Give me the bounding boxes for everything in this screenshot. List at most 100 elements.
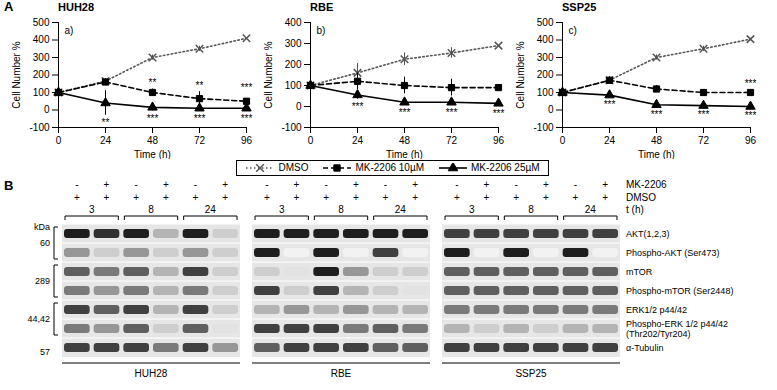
svg-text:**: ** xyxy=(149,77,157,88)
svg-text:200: 200 xyxy=(537,69,554,80)
svg-text:c): c) xyxy=(569,25,577,36)
svg-text:300: 300 xyxy=(33,52,50,63)
svg-text:a): a) xyxy=(65,25,74,36)
svg-text:60: 60 xyxy=(40,238,50,248)
svg-text:Cell Number %: Cell Number % xyxy=(263,41,274,108)
svg-text:+: + xyxy=(74,192,80,203)
svg-text:***: *** xyxy=(352,101,364,112)
svg-text:+: + xyxy=(163,192,169,203)
svg-text:+: + xyxy=(193,192,199,203)
svg-text:+: + xyxy=(353,179,359,190)
svg-text:100: 100 xyxy=(33,87,50,98)
svg-text:DMSO: DMSO xyxy=(626,192,656,203)
svg-text:ERK1/2 p44/42: ERK1/2 p44/42 xyxy=(626,305,687,315)
svg-text:+: + xyxy=(222,179,228,190)
svg-text:24: 24 xyxy=(585,204,597,215)
svg-text:300: 300 xyxy=(285,38,302,49)
svg-text:96: 96 xyxy=(493,135,505,146)
svg-text:72: 72 xyxy=(698,135,710,146)
svg-text:+: + xyxy=(163,179,169,190)
svg-text:200: 200 xyxy=(33,69,50,80)
svg-text:-: - xyxy=(514,179,517,190)
svg-text:***: *** xyxy=(493,108,505,119)
svg-text:-: - xyxy=(265,179,268,190)
svg-text:***: *** xyxy=(194,113,206,124)
svg-text:***: *** xyxy=(241,113,253,124)
svg-text:-: - xyxy=(324,179,327,190)
svg-text:+: + xyxy=(543,192,549,203)
svg-text:+: + xyxy=(573,192,579,203)
svg-text:-: - xyxy=(455,179,458,190)
svg-text:+: + xyxy=(323,192,329,203)
svg-text:8: 8 xyxy=(338,204,344,215)
svg-text:0: 0 xyxy=(548,104,554,115)
svg-text:t (h): t (h) xyxy=(626,204,644,215)
svg-text:***: *** xyxy=(446,107,458,118)
svg-text:Cell Number %: Cell Number % xyxy=(515,41,526,108)
svg-text:+: + xyxy=(294,179,300,190)
svg-text:3: 3 xyxy=(279,204,285,215)
svg-text:-100: -100 xyxy=(29,122,49,133)
svg-text:0: 0 xyxy=(56,135,62,146)
svg-text:kDa: kDa xyxy=(34,222,50,232)
svg-text:72: 72 xyxy=(194,135,206,146)
svg-text:8: 8 xyxy=(528,204,534,215)
svg-text:-: - xyxy=(574,179,577,190)
svg-text:+: + xyxy=(412,179,418,190)
svg-text:B: B xyxy=(4,178,13,193)
svg-text:***: *** xyxy=(745,110,757,121)
svg-text:α-Tubulin: α-Tubulin xyxy=(626,343,663,353)
svg-text:Phospho-mTOR (Ser2448): Phospho-mTOR (Ser2448) xyxy=(626,286,733,296)
svg-text:+: + xyxy=(602,192,608,203)
svg-text:48: 48 xyxy=(147,135,159,146)
svg-text:+: + xyxy=(383,192,389,203)
svg-text:+: + xyxy=(484,179,490,190)
svg-text:+: + xyxy=(133,192,139,203)
svg-text:300: 300 xyxy=(537,52,554,63)
svg-text:Time (h): Time (h) xyxy=(386,149,423,160)
svg-text:Phospho-AKT (Ser473): Phospho-AKT (Ser473) xyxy=(626,248,719,258)
svg-text:SSP25: SSP25 xyxy=(515,368,547,379)
svg-text:mTOR: mTOR xyxy=(626,267,653,277)
svg-text:0: 0 xyxy=(296,101,302,112)
svg-text:44,42: 44,42 xyxy=(27,314,50,324)
svg-text:+: + xyxy=(264,192,270,203)
svg-text:+: + xyxy=(412,192,418,203)
svg-text:0: 0 xyxy=(44,104,50,115)
svg-text:-: - xyxy=(134,179,137,190)
svg-text:**: ** xyxy=(102,117,110,128)
svg-text:-100: -100 xyxy=(533,122,553,133)
svg-text:8: 8 xyxy=(148,204,154,215)
svg-text:***: *** xyxy=(698,109,710,120)
svg-text:-: - xyxy=(384,179,387,190)
svg-text:Phospho-ERK 1/2 p44/42(Thr202/: Phospho-ERK 1/2 p44/42(Thr202/Tyr204) xyxy=(626,319,728,339)
svg-text:Cell Number %: Cell Number % xyxy=(11,41,22,108)
svg-text:RBE: RBE xyxy=(331,368,352,379)
svg-text:0: 0 xyxy=(308,135,314,146)
svg-text:3: 3 xyxy=(89,204,95,215)
svg-text:HUH28: HUH28 xyxy=(135,368,168,379)
svg-text:b): b) xyxy=(317,25,326,36)
svg-text:0: 0 xyxy=(560,135,566,146)
svg-text:+: + xyxy=(104,192,110,203)
svg-text:400: 400 xyxy=(33,34,50,45)
svg-text:***: *** xyxy=(147,113,159,124)
svg-text:MK-2206: MK-2206 xyxy=(626,179,667,190)
svg-text:24: 24 xyxy=(352,135,364,146)
svg-text:289: 289 xyxy=(35,276,50,286)
svg-text:***: *** xyxy=(651,109,663,120)
svg-text:+: + xyxy=(543,179,549,190)
svg-text:+: + xyxy=(513,192,519,203)
svg-text:72: 72 xyxy=(446,135,458,146)
svg-text:AKT(1,2,3): AKT(1,2,3) xyxy=(626,229,670,239)
svg-text:500: 500 xyxy=(537,17,554,28)
svg-text:200: 200 xyxy=(285,59,302,70)
svg-text:24: 24 xyxy=(395,204,407,215)
svg-text:100: 100 xyxy=(285,80,302,91)
svg-text:-: - xyxy=(194,179,197,190)
svg-text:24: 24 xyxy=(604,135,616,146)
svg-text:57: 57 xyxy=(40,347,50,357)
svg-text:400: 400 xyxy=(285,17,302,28)
svg-text:***: *** xyxy=(241,82,253,93)
svg-text:96: 96 xyxy=(241,135,253,146)
